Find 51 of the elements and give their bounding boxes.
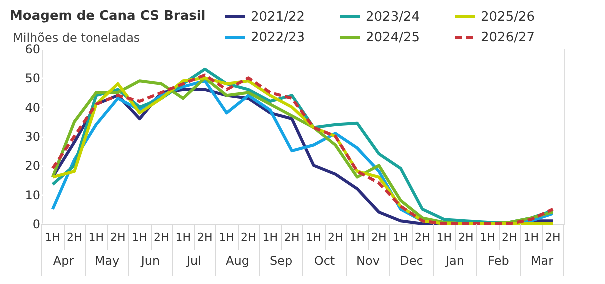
text: Apr — [53, 254, 74, 268]
x-tick-label: 2H — [328, 231, 344, 244]
x-tick-label: 2H — [371, 231, 387, 244]
text: Jan — [445, 254, 464, 268]
legend-label: 2025/26 — [481, 10, 536, 25]
x-tick-label: 1H — [262, 231, 278, 244]
text: Sep — [270, 254, 293, 268]
x-tick-label: 2H — [66, 231, 82, 244]
y-tick-label: 30 — [25, 130, 40, 144]
x-tick-label: 2H — [240, 231, 256, 244]
x-tick-label: 1H — [45, 231, 61, 244]
text: Feb — [488, 254, 510, 268]
x-tick-label: 1H — [132, 231, 148, 244]
x-tick-label: 1H — [393, 231, 409, 244]
x-tick-label: 2H — [154, 231, 170, 244]
x-tick-label: 1H — [219, 231, 235, 244]
y-tick-label: 10 — [25, 188, 40, 202]
y-tick-label: 40 — [25, 100, 40, 115]
text: Jul — [186, 254, 202, 268]
y-tick-label: 50 — [25, 72, 40, 86]
x-tick-label: 2H — [414, 231, 430, 244]
legend-label: 2021/22 — [251, 10, 306, 25]
text: Dec — [400, 254, 424, 268]
x-tick-label: 1H — [436, 231, 452, 244]
legend-label: 2023/24 — [366, 10, 420, 25]
legend-label: 2024/25 — [366, 30, 420, 46]
legend-label: 2022/23 — [251, 30, 306, 46]
x-tick-label: 1H — [306, 231, 322, 244]
x-tick-label: 2H — [502, 231, 518, 244]
x-tick-label: 1H — [88, 231, 104, 244]
text: Nov — [356, 254, 380, 268]
x-tick-label: 1H — [480, 231, 496, 244]
text: May — [94, 254, 120, 268]
chart-title: Moagem de Cana CS Brasil — [10, 9, 206, 24]
x-tick-label: 2H — [545, 231, 561, 244]
y-tick-label: 60 — [25, 42, 40, 56]
text: Oct — [314, 254, 336, 268]
x-tick-label: 1H — [524, 231, 540, 244]
text: Mar — [530, 254, 554, 268]
x-tick-label: 1H — [176, 231, 192, 244]
x-tick-label: 2H — [458, 231, 474, 244]
y-tick-label: 0 — [32, 218, 40, 232]
text: Jun — [140, 254, 160, 268]
y-tick-label: 20 — [25, 159, 40, 174]
chart-subtitle: Milhões de toneladas — [13, 31, 140, 45]
text: Aug — [226, 254, 250, 268]
x-tick-label: 1H — [350, 231, 366, 244]
legend-label: 2026/27 — [481, 30, 536, 46]
x-tick-label: 2H — [110, 231, 126, 244]
x-tick-label: 2H — [284, 231, 300, 244]
x-tick-label: 2H — [197, 231, 213, 244]
